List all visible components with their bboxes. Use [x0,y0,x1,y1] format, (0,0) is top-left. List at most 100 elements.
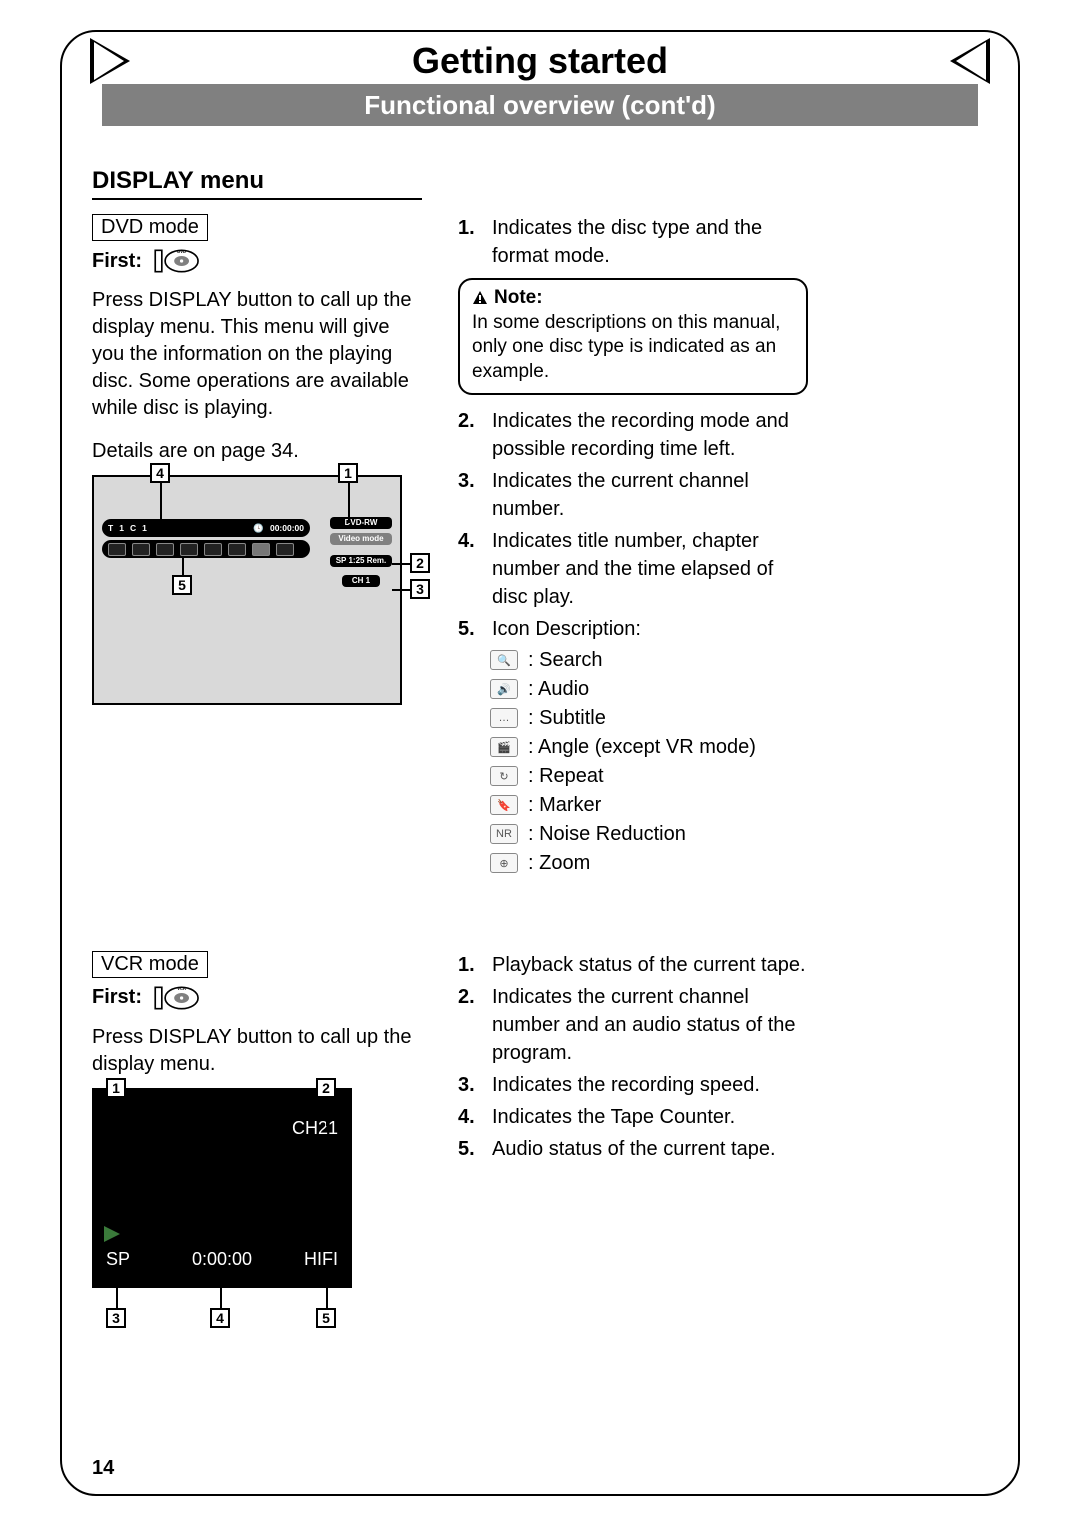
vcr-item-5: Audio status of the current tape. [492,1135,776,1163]
icon-desc-list: 🔍 : Search 🔊 : Audio … : Subtitle 🎬 : Angle … [458,649,808,875]
tick [116,1288,118,1308]
svg-text:DVD: DVD [177,249,186,254]
dvd-info-pill-top: T 1 C 1 🕓 00:00:00 [102,519,310,537]
warning-icon [472,290,488,306]
tick [160,483,162,523]
subtitle-icon: … [490,708,518,728]
svg-text:VCR: VCR [177,986,186,991]
dvd-chap-num: 1 [142,523,147,533]
vcr-desc-list: Playback status of the current tape. Ind… [458,951,808,1163]
search-icon: 🔍 [490,650,518,670]
tick [326,1288,328,1308]
tick [326,1098,328,1126]
vcr-mode-label: VCR mode [92,951,208,978]
callout-4: 4 [150,463,170,483]
icon-label-repeat: : Repeat [528,765,604,788]
dvd-item-3: Indicates the current channel number. [492,467,808,523]
page-title: Getting started [412,40,668,82]
tick [182,557,184,575]
vcr-item-2: Indicates the current channel number and… [492,983,808,1067]
dvd-item-2: Indicates the recording mode and possibl… [492,407,808,463]
vcr-callout-5: 5 [316,1308,336,1328]
dvd-first-row: First: DVD [92,247,422,275]
vcr-right-col: Playback status of the current tape. Ind… [458,951,808,1288]
dvd-right-col: Indicates the disc type and the format m… [458,214,808,881]
note-heading: Note: [494,286,543,311]
dvd-first-label: First: [92,250,142,273]
vcr-first-row: First: VCR [92,984,422,1012]
zoom-icon: ⊕ [490,853,518,873]
dvd-c-label: C [130,523,136,533]
vcr-display-diagram: CH21 SP 0:00:00 HIFI [92,1088,352,1288]
page-subtitle-bar: Functional overview (cont'd) [102,84,978,126]
dvd-left-col: DVD mode First: DVD Press DISPLAY button… [92,214,422,881]
icon-label-audio: : Audio [528,678,589,701]
dvd-section: DVD mode First: DVD Press DISPLAY button… [92,214,988,881]
dvd-para1: Press DISPLAY button to call up the disp… [92,287,422,422]
dvd-t-label: T [108,523,113,533]
angle-icon: 🎬 [490,737,518,757]
callout-1: 1 [338,463,358,483]
dvd-desc-list-cont: Indicates the recording mode and possibl… [458,407,808,643]
dvd-item-5: Icon Description: [492,615,641,643]
dvd-rec-remain: SP 1:25 Rem. [330,555,392,567]
noise-reduction-icon: NR [490,824,518,844]
vcr-para1: Press DISPLAY button to call up the disp… [92,1024,422,1078]
dvd-elapsed-time: 00:00:00 [270,523,304,533]
tick [116,1098,118,1112]
section-heading: DISPLAY menu [92,167,422,200]
dvd-channel: CH 1 [342,575,380,587]
icon-label-angle: : Angle (except VR mode) [528,736,756,759]
vcr-speed: SP [106,1249,130,1270]
play-icon [104,1226,120,1242]
icon-label-nr: : Noise Reduction [528,823,686,846]
tick [392,589,410,591]
vcr-item-4: Indicates the Tape Counter. [492,1103,735,1131]
icon-label-zoom: : Zoom [528,852,590,875]
vcr-callout-2: 2 [316,1078,336,1098]
tick [348,483,350,523]
icon-label-marker: : Marker [528,794,601,817]
marker-icon: 🔖 [490,795,518,815]
content-area: DISPLAY menu DVD mode First: DVD Press D… [92,167,988,1454]
repeat-icon: ↻ [490,766,518,786]
dvd-mode-label: DVD mode [92,214,208,241]
dvd-disc-type: DVD-RW [330,517,392,529]
note-box: Note: In some descriptions on this manua… [458,278,808,395]
dvd-title-num: 1 [119,523,124,533]
tick [392,563,410,565]
ribbon-notch-left [90,38,130,84]
header-ribbon: Getting started [60,38,1020,84]
dvd-desc-list: Indicates the disc type and the format m… [458,214,808,270]
dvd-icon-pill [102,540,310,558]
vcr-counter: 0:00:00 [192,1249,252,1270]
callout-5: 5 [172,575,192,595]
page-frame: Getting started Functional overview (con… [60,30,1020,1496]
dvd-display-diagram: T 1 C 1 🕓 00:00:00 DVD-RW Video mode SP [92,475,402,705]
vcr-section: VCR mode First: VCR Press DISPLAY button… [92,951,988,1288]
dvd-item-1: Indicates the disc type and the format m… [492,214,808,270]
dvd-item-4: Indicates title number, chapter number a… [492,527,808,611]
remote-dvd-icon: DVD [150,247,200,275]
dvd-format-mode: Video mode [330,533,392,545]
page-number: 14 [92,1457,114,1480]
vcr-callout-3: 3 [106,1308,126,1328]
vcr-callout-4: 4 [210,1308,230,1328]
vcr-item-1: Playback status of the current tape. [492,951,806,979]
remote-vcr-icon: VCR [150,984,200,1012]
dvd-para2: Details are on page 34. [92,438,422,465]
vcr-hifi: HIFI [304,1249,338,1270]
tick [220,1288,222,1308]
callout-3: 3 [410,579,430,599]
icon-label-subtitle: : Subtitle [528,707,606,730]
vcr-item-3: Indicates the recording speed. [492,1071,760,1099]
note-body: In some descriptions on this manual, onl… [472,312,780,382]
ribbon-notch-right [950,38,990,84]
vcr-channel: CH21 [292,1118,338,1139]
callout-2: 2 [410,553,430,573]
audio-icon: 🔊 [490,679,518,699]
vcr-callout-1: 1 [106,1078,126,1098]
vcr-first-label: First: [92,986,142,1009]
page-subtitle: Functional overview (cont'd) [364,90,715,121]
icon-label-search: : Search [528,649,602,672]
